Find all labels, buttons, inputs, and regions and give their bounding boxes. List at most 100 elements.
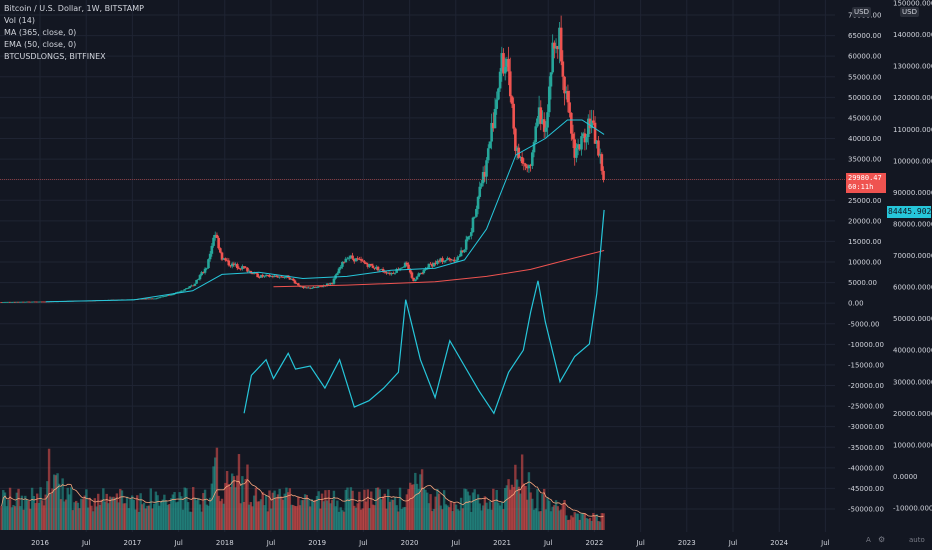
volume-bar xyxy=(253,495,256,530)
longs-scale-currency-label[interactable]: USD xyxy=(900,7,919,17)
candle-body xyxy=(40,301,44,303)
volume-bar xyxy=(247,504,251,530)
time-tick-label: 2023 xyxy=(678,539,696,547)
price-tick-label: 0.00 xyxy=(848,300,864,308)
volume-bar xyxy=(164,500,168,530)
candle-body xyxy=(578,144,582,150)
candle-body xyxy=(442,260,446,262)
price-tick-label: -50000.00 xyxy=(848,506,884,514)
price-scale-currency-label[interactable]: USD xyxy=(852,7,871,17)
volume-bar xyxy=(534,508,537,530)
legend-longs[interactable]: BTCUSDLONGS, BITFINEX xyxy=(4,52,106,61)
candle-body xyxy=(576,144,580,149)
candle-body xyxy=(200,272,203,276)
candle-body xyxy=(420,273,424,274)
volume-bar xyxy=(519,493,522,530)
candle-body xyxy=(32,301,36,303)
volume-bar xyxy=(35,493,39,530)
volume-bar xyxy=(568,519,571,530)
volume-bar xyxy=(292,505,295,530)
candle-body xyxy=(424,268,427,271)
volume-bar xyxy=(234,487,237,530)
volume-bar xyxy=(129,498,132,530)
auto-scale-a-button[interactable]: A xyxy=(866,536,871,544)
settings-gear-icon[interactable]: ⚙ xyxy=(878,535,886,544)
legend-ema[interactable]: EMA (50, close, 0) xyxy=(4,40,77,49)
time-tick-label: 2019 xyxy=(308,539,326,547)
volume-bar xyxy=(52,474,56,530)
legend-ma[interactable]: MA (365, close, 0) xyxy=(4,28,77,37)
volume-bar xyxy=(307,498,310,530)
candle-body xyxy=(490,122,493,142)
volume-bar xyxy=(563,499,566,530)
candle-body xyxy=(246,267,249,272)
volume-bar xyxy=(446,505,449,530)
candle-body xyxy=(310,288,314,289)
volume-bar xyxy=(514,464,517,530)
volume-bar xyxy=(458,510,461,530)
candle-body xyxy=(147,298,151,300)
volume-bar xyxy=(310,499,314,530)
candle-body xyxy=(595,140,599,144)
volume-bar xyxy=(178,492,181,530)
candle-body xyxy=(471,217,475,233)
auto-scale-button[interactable]: auto xyxy=(909,536,925,544)
volume-bar xyxy=(470,511,473,530)
candle-body xyxy=(0,302,3,303)
volume-bar xyxy=(34,503,37,530)
volume-bar xyxy=(124,503,127,530)
longs-axis[interactable]: 150000.0000 140000.0000 130000.0000 120000.… xyxy=(893,0,932,513)
candle-body xyxy=(300,286,304,288)
volume-bar xyxy=(44,494,47,530)
volume-bar xyxy=(334,506,337,530)
volume-bar xyxy=(480,510,483,530)
candle-body xyxy=(432,262,436,267)
volume-bar xyxy=(217,495,220,530)
candle-body xyxy=(403,262,407,267)
volume-bar xyxy=(222,503,225,530)
volume-bar xyxy=(86,507,90,530)
volume-bar xyxy=(263,505,266,530)
candle-body xyxy=(369,263,373,266)
volume-bar xyxy=(317,491,320,530)
candle-body xyxy=(366,264,370,267)
legend-symbol[interactable]: Bitcoin / U.S. Dollar, 1W, BITSTAMP xyxy=(4,4,144,13)
candle-body xyxy=(15,301,19,303)
candle-body xyxy=(575,148,578,158)
candle-body xyxy=(191,285,195,287)
candle-body xyxy=(390,273,393,275)
candle-body xyxy=(536,118,539,127)
time-tick-label: Jul xyxy=(81,539,91,547)
candle-body xyxy=(492,122,495,129)
volume-bar xyxy=(290,504,293,530)
candle-body xyxy=(273,275,276,278)
legend-vol[interactable]: Vol (14) xyxy=(4,16,35,25)
price-tick-label: -20000.00 xyxy=(848,382,884,390)
volume-bar xyxy=(76,502,80,530)
candle-body xyxy=(590,120,593,129)
candle-body xyxy=(378,269,382,271)
volume-bar xyxy=(488,501,492,530)
candle-body xyxy=(602,170,605,180)
volume-bar xyxy=(283,493,286,530)
price-axis[interactable]: 70000.0065000.0060000.0055000.0050000.00… xyxy=(848,12,884,514)
volume-bar xyxy=(390,499,393,530)
time-axis[interactable]: 2016 Jul 2017 Jul 2018 Jul 2019 Jul 2020 Jul 2021 J… xyxy=(31,539,830,547)
volume-bar xyxy=(485,502,488,530)
volume-bar xyxy=(305,495,309,530)
candle-body xyxy=(566,91,570,103)
candle-body xyxy=(178,291,181,293)
volume-bar xyxy=(405,494,409,530)
candle-body xyxy=(161,296,164,298)
volume-bar xyxy=(237,454,241,530)
volume-bar xyxy=(13,506,17,530)
volume-bar xyxy=(490,509,493,530)
volume-bar xyxy=(224,482,227,530)
volume-bar xyxy=(549,511,553,530)
volume-bar xyxy=(375,487,378,530)
price-candles xyxy=(0,15,605,303)
price-tick-label: -15000.00 xyxy=(848,361,884,369)
candle-body xyxy=(235,264,239,269)
volume-bar xyxy=(371,504,375,530)
